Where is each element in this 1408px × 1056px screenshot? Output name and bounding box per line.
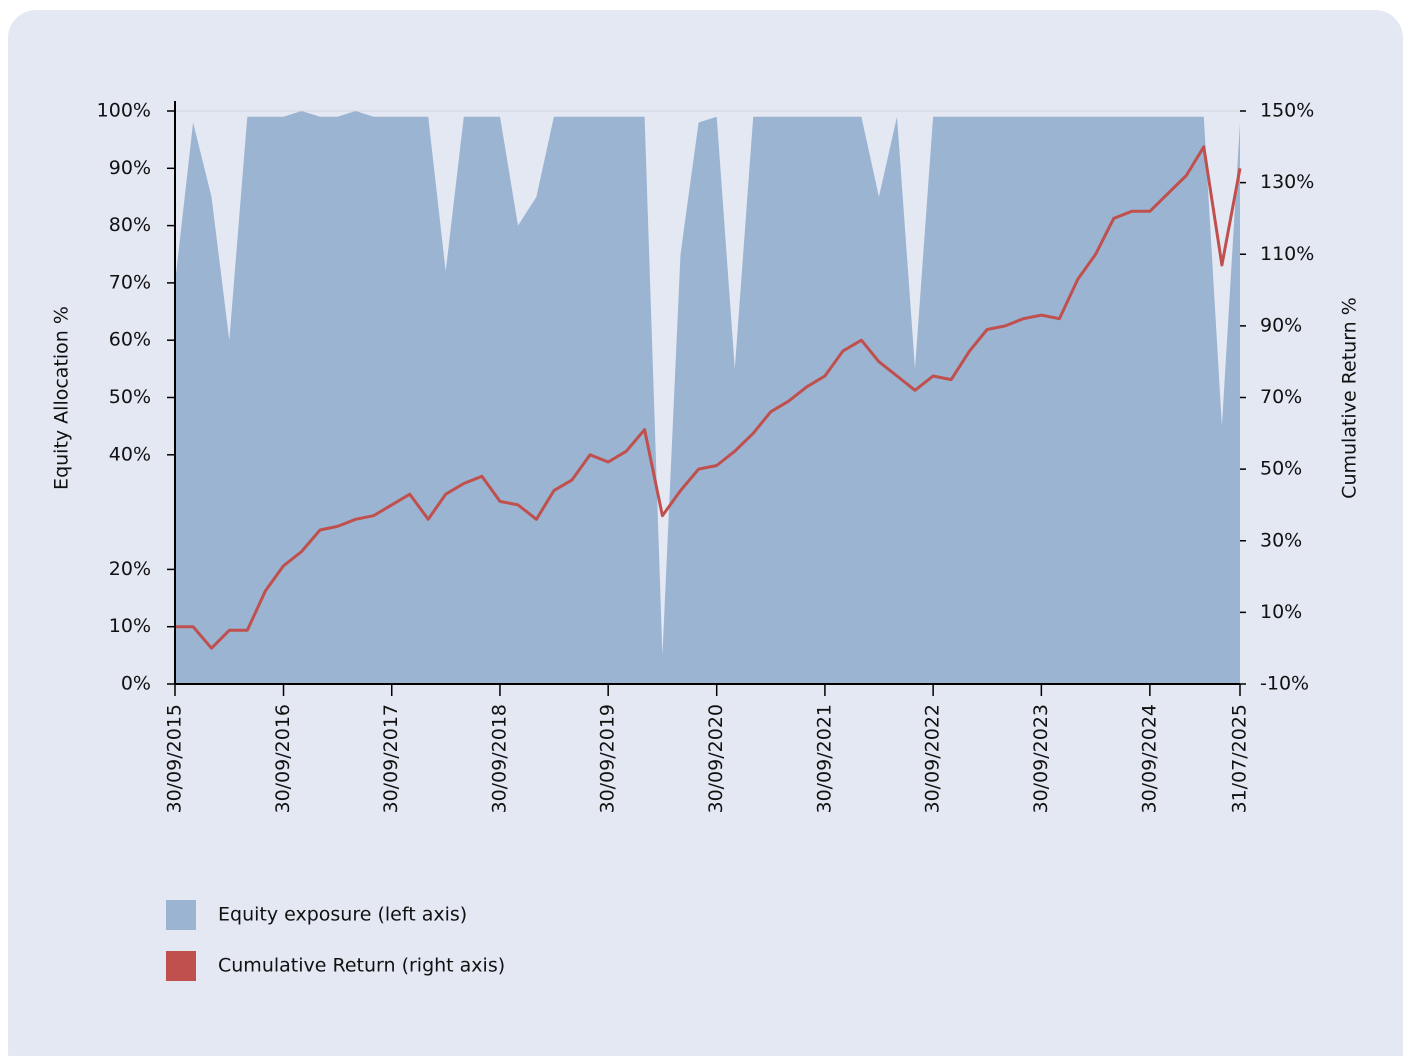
y2-tick-label: -10% <box>1260 673 1309 695</box>
y2-tick-label: 110% <box>1260 243 1314 265</box>
y-tick-label: 10% <box>109 615 151 637</box>
y-tick-label: 40% <box>109 443 151 465</box>
legend-label: Equity exposure (left axis) <box>218 904 467 926</box>
x-tick-label: 30/09/2022 <box>922 704 944 814</box>
y-tick-label: 80% <box>109 214 151 236</box>
equity-area <box>175 111 1240 684</box>
y-tick-label: 70% <box>109 271 151 293</box>
y2-tick-label: 70% <box>1260 386 1302 408</box>
y-tick-label: 60% <box>109 329 151 351</box>
legend-swatch <box>166 951 196 981</box>
x-tick-label: 30/09/2015 <box>164 704 186 814</box>
y-tick-label: 100% <box>97 100 151 122</box>
y-tick-label: 50% <box>109 386 151 408</box>
y-tick-label: 0% <box>121 673 151 695</box>
legend-label: Cumulative Return (right axis) <box>218 955 505 977</box>
y-tick-label: 90% <box>109 157 151 179</box>
y2-tick-label: 130% <box>1260 171 1314 193</box>
y2-tick-label: 150% <box>1260 100 1314 122</box>
y-tick-label: 20% <box>109 558 151 580</box>
return-line <box>175 145 1242 650</box>
x-tick-label: 30/09/2017 <box>380 704 402 814</box>
y2-tick-label: 90% <box>1260 314 1302 336</box>
x-tick-label: 30/09/2021 <box>813 704 835 814</box>
y2-tick-label: 30% <box>1260 529 1302 551</box>
y-axis-label: Equity Allocation % <box>51 306 73 490</box>
x-tick-label: 30/09/2024 <box>1138 704 1160 814</box>
x-tick-label: 30/09/2023 <box>1030 704 1052 814</box>
x-tick-label: 30/09/2019 <box>597 704 619 814</box>
y2-tick-label: 10% <box>1260 601 1302 623</box>
x-tick-label: 31/07/2025 <box>1229 704 1251 814</box>
y2-axis-label: Cumulative Return % <box>1339 297 1361 499</box>
x-tick-label: 30/09/2020 <box>705 704 727 814</box>
y2-tick-label: 50% <box>1260 458 1302 480</box>
x-tick-label: 30/09/2018 <box>488 704 510 814</box>
x-tick-label: 30/09/2016 <box>272 704 294 814</box>
legend-swatch <box>166 900 196 930</box>
